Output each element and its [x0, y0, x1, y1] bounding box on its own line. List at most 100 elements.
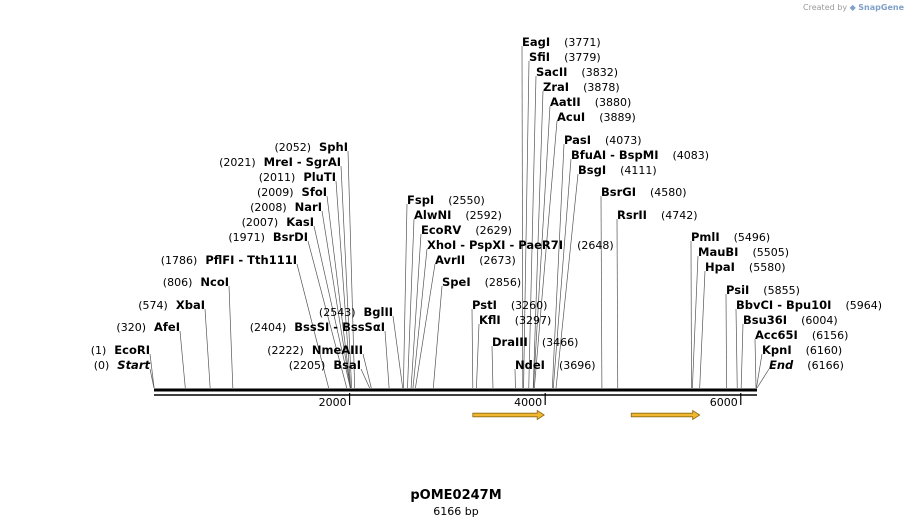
- site-label[interactable]: XhoI - PspXI - PaeR7I (2648): [427, 238, 614, 252]
- site-position: (1): [91, 344, 107, 357]
- site-position: (4083): [672, 149, 709, 162]
- site-label[interactable]: NmeAIII (2222): [267, 343, 363, 357]
- site-label[interactable]: BsaI (2205): [289, 358, 361, 372]
- leader-line: [384, 330, 390, 389]
- site-position: (3260): [511, 299, 548, 312]
- leader-line: [347, 150, 356, 389]
- site-position: (2404): [250, 321, 287, 334]
- site-name: KflI: [479, 313, 501, 327]
- feature-arrow[interactable]: [630, 409, 701, 421]
- site-label[interactable]: AfeI (320): [116, 320, 180, 334]
- feature-arrow[interactable]: [472, 409, 545, 421]
- site-name: AcuI: [557, 110, 585, 124]
- site-label[interactable]: BbvCI - Bpu10I (5964): [736, 298, 882, 312]
- site-label[interactable]: PmlI (5496): [691, 230, 770, 244]
- site-position: (2856): [485, 276, 522, 289]
- site-label[interactable]: SpeI (2856): [442, 275, 521, 289]
- leader-line: [476, 323, 480, 389]
- leader-line: [740, 323, 744, 389]
- site-name: NarI: [295, 200, 322, 214]
- site-position: (3779): [564, 51, 601, 64]
- site-position: (2592): [465, 209, 502, 222]
- site-label[interactable]: BssSI - BssSαI (2404): [250, 320, 385, 334]
- site-label[interactable]: PasI (4073): [564, 133, 642, 147]
- site-label[interactable]: BfuAI - BspMI (4083): [571, 148, 709, 162]
- site-label[interactable]: EcoRI (1): [91, 343, 150, 357]
- site-label[interactable]: DraIII (3466): [492, 335, 578, 349]
- site-name: PflFI - Tth111I: [205, 253, 297, 267]
- site-position: (2052): [274, 141, 311, 154]
- site-label[interactable]: AatII (3880): [550, 95, 631, 109]
- site-name: BglII: [364, 305, 394, 319]
- site-position: (2550): [448, 194, 485, 207]
- site-label[interactable]: MauBI (5505): [698, 245, 789, 259]
- site-name: XbaI: [176, 298, 205, 312]
- site-label[interactable]: ZraI (3878): [543, 80, 620, 94]
- site-label[interactable]: Start (0): [94, 358, 151, 372]
- leader-line: [296, 263, 329, 389]
- site-name: BsgI: [578, 163, 606, 177]
- site-label[interactable]: PsiI (5855): [726, 283, 800, 297]
- site-position: (6004): [801, 314, 838, 327]
- site-label[interactable]: PstI (3260): [472, 298, 547, 312]
- leader-line: [471, 308, 474, 389]
- site-label[interactable]: BsgI (4111): [578, 163, 657, 177]
- site-label[interactable]: Acc65I (6156): [755, 328, 848, 342]
- site-name: EagI: [522, 35, 550, 49]
- site-label[interactable]: SphI (2052): [274, 140, 348, 154]
- site-label[interactable]: KasI (2007): [242, 215, 314, 229]
- leader-lines: [149, 45, 770, 389]
- site-label[interactable]: EagI (3771): [522, 35, 601, 49]
- site-position: (5855): [763, 284, 800, 297]
- site-label[interactable]: MreI - SgrAI (2021): [219, 155, 341, 169]
- site-label[interactable]: NcoI (806): [163, 275, 229, 289]
- site-name: RsrII: [617, 208, 647, 222]
- site-label[interactable]: End (6166): [769, 358, 844, 372]
- site-name: AvrII: [435, 253, 465, 267]
- site-position: (3880): [595, 96, 632, 109]
- site-label[interactable]: SacII (3832): [536, 65, 618, 79]
- site-label[interactable]: KpnI (6160): [762, 343, 842, 357]
- site-label[interactable]: HpaI (5580): [705, 260, 785, 274]
- site-position: (5580): [749, 261, 786, 274]
- site-label[interactable]: Bsu36I (6004): [743, 313, 838, 327]
- site-label[interactable]: BsrDI (1971): [228, 230, 308, 244]
- leader-line: [204, 308, 211, 389]
- site-label[interactable]: BglII (2543): [319, 305, 393, 319]
- ruler-ticks: 2000 4000 6000: [319, 393, 742, 409]
- leader-line: [340, 165, 352, 389]
- leader-line: [362, 353, 372, 389]
- site-name: BsrDI: [273, 230, 308, 244]
- site-label[interactable]: RsrII (4742): [617, 208, 698, 222]
- site-label[interactable]: AvrII (2673): [435, 253, 516, 267]
- site-name: BbvCI - Bpu10I: [736, 298, 831, 312]
- site-label[interactable]: NdeI (3696): [515, 358, 596, 372]
- site-position: (2007): [242, 216, 279, 229]
- site-position: (1786): [161, 254, 198, 267]
- site-position: (4073): [605, 134, 642, 147]
- leader-line: [326, 195, 351, 389]
- leader-line: [360, 368, 370, 389]
- site-label[interactable]: SfoI (2009): [257, 185, 327, 199]
- leader-line: [692, 255, 699, 389]
- site-label[interactable]: NarI (2008): [250, 200, 322, 214]
- site-label[interactable]: SfiI (3779): [529, 50, 601, 64]
- leader-line: [313, 225, 351, 389]
- site-label[interactable]: KflI (3297): [479, 313, 551, 327]
- leader-line: [616, 218, 619, 389]
- site-label[interactable]: PluTI (2011): [259, 170, 336, 184]
- site-label[interactable]: BsrGI (4580): [601, 185, 687, 199]
- site-name: SacII: [536, 65, 567, 79]
- site-position: (2009): [257, 186, 294, 199]
- site-label[interactable]: FspI (2550): [407, 193, 485, 207]
- leader-line: [403, 203, 408, 389]
- site-label[interactable]: XbaI (574): [138, 298, 205, 312]
- site-label[interactable]: EcoRV (2629): [421, 223, 512, 237]
- leader-line: [415, 263, 436, 389]
- site-label[interactable]: AlwNI (2592): [414, 208, 502, 222]
- leader-line: [407, 218, 415, 389]
- credit-brand: SnapGene: [858, 3, 904, 12]
- site-label[interactable]: PflFI - Tth111I (1786): [161, 253, 297, 267]
- leader-line: [321, 210, 351, 389]
- site-label[interactable]: AcuI (3889): [557, 110, 636, 124]
